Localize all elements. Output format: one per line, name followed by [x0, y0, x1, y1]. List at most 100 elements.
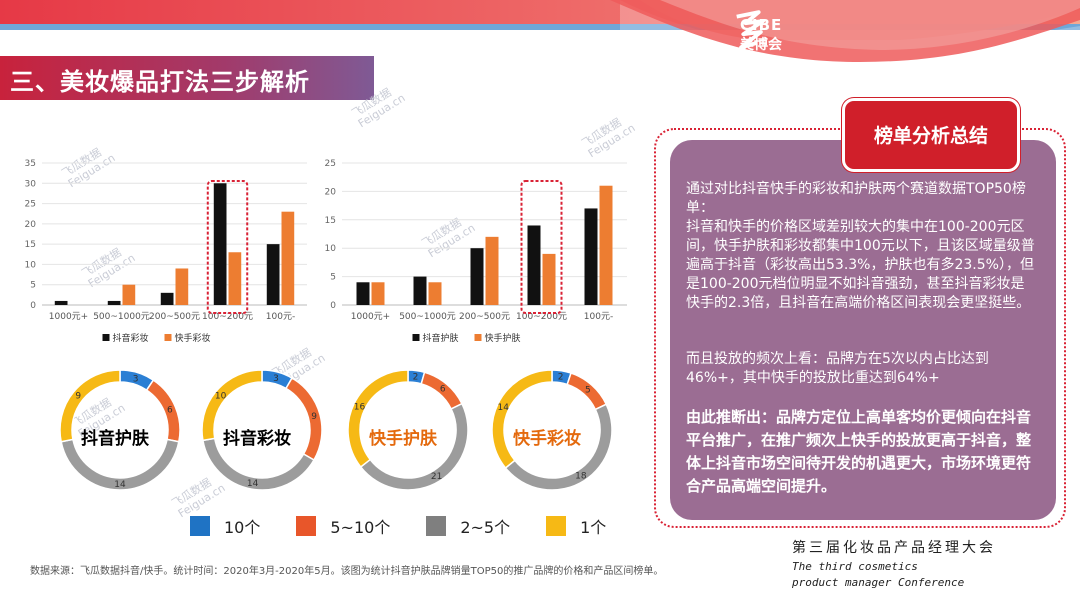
legend-label: 抖音护肤: [423, 332, 459, 344]
y-tick-label: 35: [25, 159, 36, 169]
bar: [485, 236, 499, 305]
legend-label: 抖音彩妆: [113, 332, 149, 344]
donut-value-label: 9: [75, 392, 81, 402]
x-tick-label: 200~500元: [149, 312, 200, 322]
legend-label: 5~10个: [330, 518, 391, 537]
y-tick-label: 25: [25, 200, 36, 210]
bar: [470, 248, 484, 305]
donut-value-label: 14: [497, 403, 509, 413]
summary-panel: [670, 140, 1056, 520]
y-tick-label: 15: [25, 240, 36, 250]
summary-conclusion: 由此推断出：品牌方定位上高单客均价更倾向在抖音平台推广，在推广频次上快手的投放更…: [686, 408, 1032, 495]
y-tick-label: 10: [25, 260, 37, 270]
legend-label: 1个: [580, 518, 607, 537]
donut-douyin-skincare: 3 6 14 9: [59, 369, 181, 491]
bar: [175, 268, 189, 305]
x-tick-label: 1000元+: [351, 312, 390, 322]
bar: [266, 244, 280, 305]
donut-title: 抖音护肤: [81, 429, 149, 449]
donut-slice: [347, 369, 409, 468]
bar: [122, 284, 136, 305]
bar: [356, 282, 370, 305]
donut-douyin-cosmetics: 3 9 14 10: [201, 369, 323, 491]
bar: [584, 208, 598, 305]
donut-title: 快手护肤: [369, 429, 437, 449]
page-title-bar: 三、美妆爆品打法三步解析: [0, 56, 374, 100]
bar: [107, 300, 121, 305]
legend-swatch: [190, 516, 210, 536]
donut-value-label: 3: [133, 374, 139, 384]
x-tick-label: 100~200元: [202, 312, 253, 322]
summary-paragraph-1: 通过对比抖音快手的彩妆和护肤两个赛道数据TOP50榜单：: [686, 181, 1026, 216]
cibe-logo-icon: [736, 10, 766, 50]
y-tick-label: 20: [25, 220, 37, 230]
legend-label: 10个: [224, 518, 261, 537]
data-source-note: 数据来源：飞瓜数据抖音/快手。统计时间：2020年3月-2020年5月。该图为统…: [30, 566, 664, 577]
highlight-box: [520, 180, 563, 314]
donut-value-label: 2: [558, 373, 564, 383]
bar: [213, 183, 227, 305]
y-tick-label: 0: [330, 301, 336, 311]
donut-value-label: 18: [575, 472, 587, 482]
bar: [413, 276, 427, 305]
bar: [527, 225, 541, 305]
summary-heading-badge: 榜单分析总结: [842, 98, 1020, 172]
y-tick-label: 25: [325, 159, 336, 169]
legend-swatch: [296, 516, 317, 536]
bar: [371, 282, 385, 305]
x-tick-label: 200~500元: [459, 312, 510, 322]
page-title: 三、美妆爆品打法三步解析: [10, 68, 310, 96]
legend-swatch: [412, 334, 420, 341]
donut-slice: [59, 369, 121, 443]
y-tick-label: 30: [25, 179, 37, 189]
y-tick-label: 10: [325, 244, 337, 254]
bar: [228, 252, 242, 305]
x-tick-label: 500~1000元: [399, 312, 456, 322]
x-tick-label: 100元-: [266, 312, 295, 322]
footer-conference-en-2: product manager Conference: [792, 576, 965, 589]
legend-label: 快手彩妆: [175, 332, 211, 344]
bar: [599, 185, 613, 305]
bar: [54, 300, 68, 305]
legend-swatch: [474, 334, 482, 341]
footer-conference-en-1: The third cosmetics: [792, 560, 918, 573]
y-tick-label: 20: [325, 187, 337, 197]
donut-value-label: 16: [354, 402, 366, 412]
header-wave: [610, 0, 1080, 62]
donut-title: 抖音彩妆: [223, 429, 291, 449]
donut-value-label: 9: [311, 412, 317, 422]
logo-text-cn: 美博会: [740, 37, 782, 53]
donut-value-label: 5: [585, 386, 591, 396]
x-tick-label: 100元-: [584, 312, 613, 322]
footer-conference-cn: 第三届化妆品产品经理大会: [792, 540, 996, 556]
logo-text-en: CIBE: [740, 16, 783, 34]
donut-title: 快手彩妆: [513, 429, 581, 449]
donut-value-label: 14: [247, 479, 259, 489]
donut-value-label: 14: [114, 480, 126, 490]
legend-swatch: [102, 334, 110, 341]
x-tick-label: 1000元+: [49, 312, 88, 322]
y-tick-label: 0: [30, 301, 36, 311]
donut-value-label: 21: [431, 472, 442, 482]
bar: [428, 282, 442, 305]
y-tick-label: 5: [30, 281, 36, 291]
x-tick-label: 500~1000元: [93, 312, 150, 322]
y-tick-label: 15: [325, 216, 336, 226]
legend-swatch: [426, 516, 447, 536]
summary-paragraph-2: 抖音和快手的价格区域差别较大的集中在100-200元区间，快手护肤和彩妆都集中1…: [686, 219, 1035, 311]
donut-value-label: 6: [167, 405, 173, 415]
legend-swatch: [164, 334, 172, 341]
donut-slice: [201, 369, 263, 442]
donut-value-label: 2: [413, 373, 419, 383]
y-tick-label: 5: [330, 273, 336, 283]
bar-chart-skincare: 0 5 10 15 20 25 1000元+ 500~1000元 200~500元 100~200…: [325, 159, 627, 344]
donut-legend: 10个 5~10个 2~5个 1个: [190, 514, 642, 538]
bar: [542, 253, 556, 305]
bar: [281, 211, 295, 305]
donut-value-label: 10: [215, 391, 227, 401]
legend-label: 快手护肤: [485, 332, 521, 344]
bar: [160, 292, 174, 305]
watermark: 飞瓜数据 Feigua.cn: [579, 115, 638, 161]
